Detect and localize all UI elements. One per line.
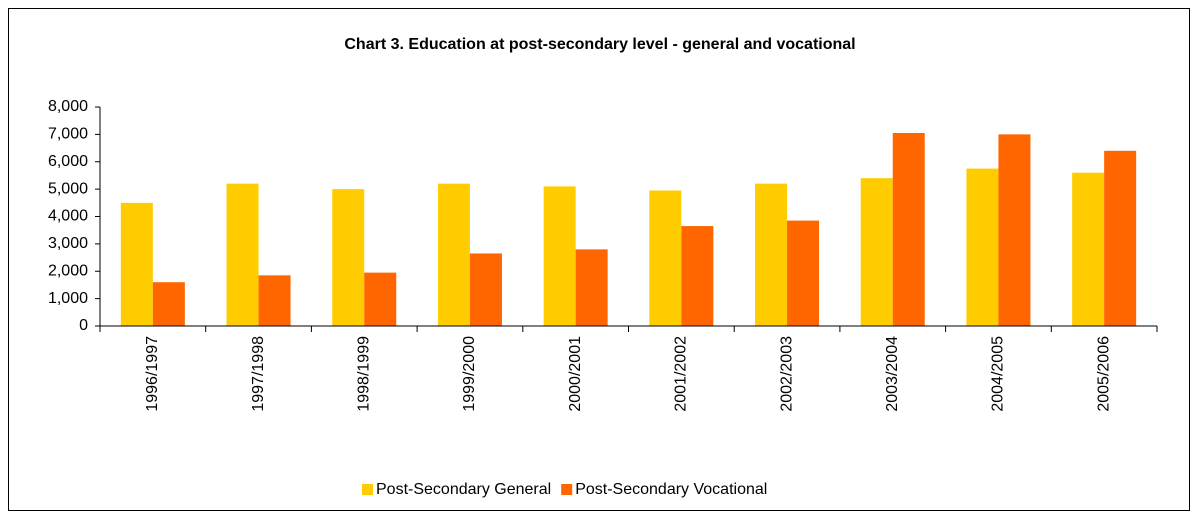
y-tick-label: 5,000 [48,180,88,197]
y-tick-label: 6,000 [48,153,88,170]
legend-swatch [561,484,573,495]
bar [755,183,788,326]
x-tick-label: 1996/1997 [144,336,161,412]
y-tick-label: 1,000 [48,290,88,307]
legend-label: Post-Secondary General [376,481,551,498]
bar [543,186,576,326]
bar [681,226,714,326]
bar [966,168,999,326]
bar [332,189,365,326]
x-tick-label: 1997/1998 [250,336,267,412]
x-tick-label: 2004/2005 [990,336,1007,412]
bar [649,190,682,326]
legend-swatch [362,484,373,495]
y-tick-label: 0 [79,317,88,334]
bar [120,202,153,326]
x-tick-label: 1998/1999 [355,336,372,412]
y-tick-label: 3,000 [48,235,88,252]
bar [226,183,259,326]
x-tick-label: 2001/2002 [673,336,690,412]
bar [998,134,1031,326]
bar [152,282,185,326]
x-tick-label: 2000/2001 [567,336,584,412]
x-tick-label: 2002/2003 [778,336,795,412]
x-tick-label: 1999/2000 [461,336,478,412]
bar [258,275,291,326]
bar [787,220,820,326]
bar [1104,150,1137,326]
bar [469,253,502,326]
y-tick-label: 7,000 [48,126,88,143]
y-tick-label: 4,000 [48,208,88,225]
legend-label: Post-Secondary Vocational [575,481,767,498]
chart-title: Chart 3. Education at post-secondary lev… [344,36,855,53]
y-tick-label: 8,000 [48,98,88,115]
bar [437,183,470,326]
x-tick-label: 2005/2006 [1095,336,1112,412]
bar [892,133,925,326]
bar [575,249,608,326]
bar [860,178,893,326]
y-tick-label: 2,000 [48,262,88,279]
x-tick-label: 2003/2004 [884,336,901,412]
bar [364,272,397,326]
bar [1072,172,1105,326]
